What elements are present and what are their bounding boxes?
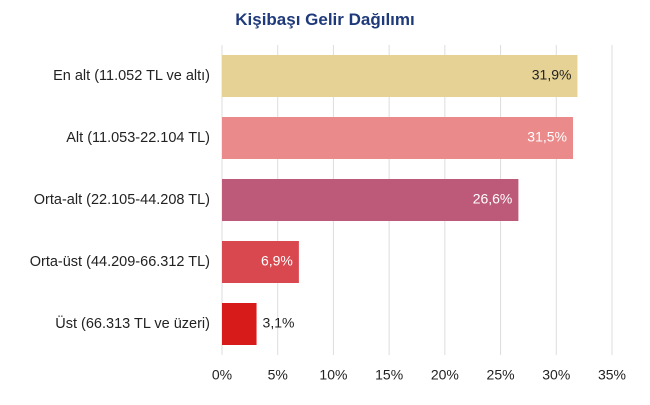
bar: [222, 179, 519, 221]
bar: [222, 303, 257, 345]
bar: [222, 55, 578, 97]
x-tick-label: 10%: [319, 367, 347, 383]
category-label: Üst (66.313 TL ve üzeri): [55, 314, 210, 332]
data-label: 26,6%: [473, 191, 513, 207]
x-tick-label: 35%: [598, 367, 626, 383]
bar: [222, 117, 573, 159]
x-tick-label: 30%: [542, 367, 570, 383]
x-tick-label: 5%: [268, 367, 288, 383]
x-tick-label: 25%: [487, 367, 515, 383]
x-tick-label: 15%: [375, 367, 403, 383]
bar: [222, 241, 299, 283]
data-label: 31,9%: [532, 67, 572, 83]
x-tick-label: 0%: [212, 367, 232, 383]
category-label: Alt (11.053-22.104 TL): [66, 130, 210, 146]
category-label: Orta-üst (44.209-66.312 TL): [30, 254, 210, 270]
x-tick-label: 20%: [431, 367, 459, 383]
category-label: En alt (11.052 TL ve altı): [53, 68, 210, 84]
category-label: Orta-alt (22.105-44.208 TL): [34, 192, 210, 208]
data-label: 3,1%: [263, 315, 295, 331]
data-label: 31,5%: [527, 129, 567, 145]
chart-title: Kişibaşı Gelir Dağılımı: [235, 10, 415, 29]
data-label: 6,9%: [261, 253, 293, 269]
